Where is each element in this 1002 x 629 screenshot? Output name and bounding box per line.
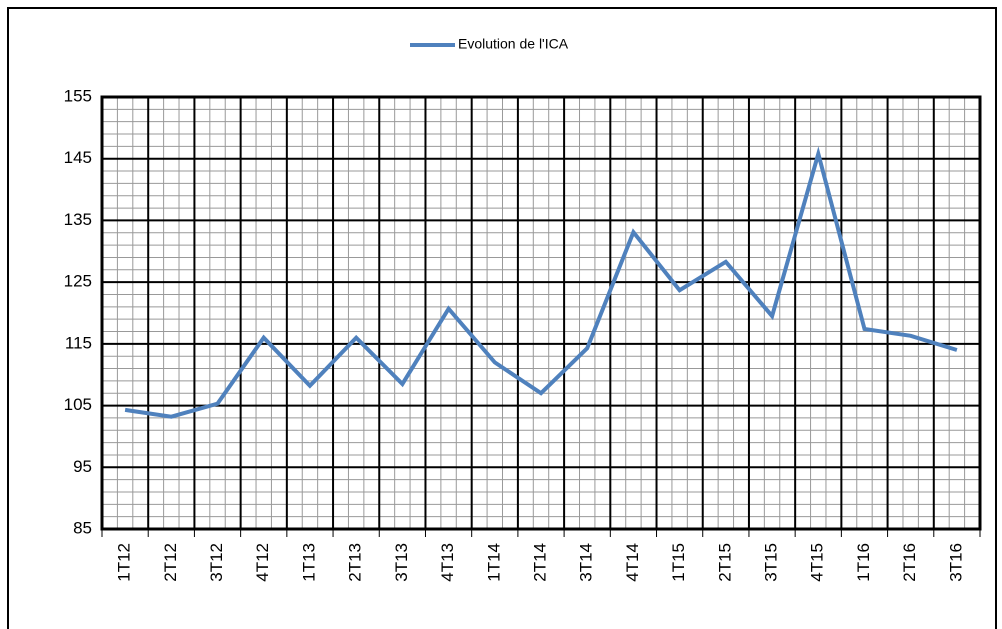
legend-label: Evolution de l'ICA <box>458 36 569 52</box>
x-tick-label: 2T12 <box>161 543 180 582</box>
y-tick-label: 155 <box>64 86 92 105</box>
y-tick-label: 125 <box>64 272 92 291</box>
x-tick-label: 3T15 <box>762 543 781 582</box>
x-tick-label: 3T14 <box>577 543 596 582</box>
x-tick-label: 1T15 <box>669 543 688 582</box>
y-tick-label: 85 <box>73 518 92 537</box>
x-tick-label: 4T14 <box>623 543 642 582</box>
x-tick-label: 1T14 <box>484 543 503 582</box>
y-tick-label: 105 <box>64 395 92 414</box>
x-tick-label: 1T16 <box>854 543 873 582</box>
x-tick-label: 1T13 <box>299 543 318 582</box>
x-tick-label: 2T16 <box>900 543 919 582</box>
x-tick-label: 1T12 <box>115 543 134 582</box>
data-line <box>124 146 958 419</box>
y-tick-label: 115 <box>65 333 92 352</box>
y-tick-label: 95 <box>73 457 92 476</box>
frame <box>7 7 997 629</box>
x-tick-label: 3T13 <box>392 543 411 582</box>
x-tick-label: 4T12 <box>253 543 272 582</box>
plot-border <box>100 95 982 531</box>
x-tick-label: 3T16 <box>946 543 965 582</box>
x-tick-label: 4T15 <box>808 543 827 582</box>
x-tick-label: 2T13 <box>346 543 365 582</box>
x-tick-label: 4T13 <box>438 543 457 582</box>
y-tick-label: 145 <box>64 148 92 167</box>
x-tick-label: 2T14 <box>530 543 549 582</box>
y-tick-label: 135 <box>64 210 92 229</box>
x-tick-label: 2T15 <box>715 543 734 582</box>
x-tick-label: 3T12 <box>207 543 226 582</box>
